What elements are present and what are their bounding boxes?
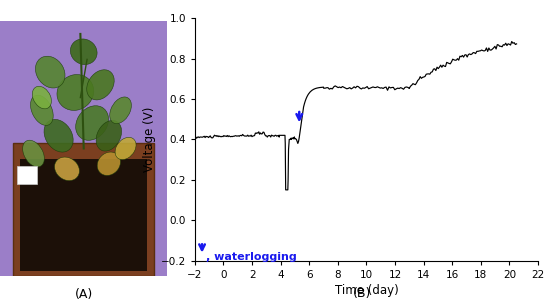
Ellipse shape — [54, 157, 80, 181]
Ellipse shape — [70, 39, 97, 65]
Ellipse shape — [97, 152, 120, 175]
Ellipse shape — [32, 86, 52, 109]
Ellipse shape — [23, 140, 44, 167]
Y-axis label: Voltage (V): Voltage (V) — [143, 107, 156, 172]
Ellipse shape — [87, 70, 114, 100]
Ellipse shape — [31, 95, 53, 125]
Ellipse shape — [44, 119, 73, 152]
Ellipse shape — [110, 97, 131, 124]
Ellipse shape — [57, 75, 94, 110]
Ellipse shape — [36, 56, 65, 88]
Ellipse shape — [115, 137, 136, 160]
Bar — [13, 143, 154, 276]
Text: (A): (A) — [75, 288, 93, 301]
Ellipse shape — [96, 120, 121, 151]
Text: (B): (B) — [353, 287, 372, 300]
Ellipse shape — [76, 106, 109, 140]
X-axis label: Time (day): Time (day) — [334, 284, 399, 297]
Bar — [20, 159, 147, 271]
Bar — [16, 166, 37, 184]
Text: , waterlogging: , waterlogging — [206, 251, 296, 261]
